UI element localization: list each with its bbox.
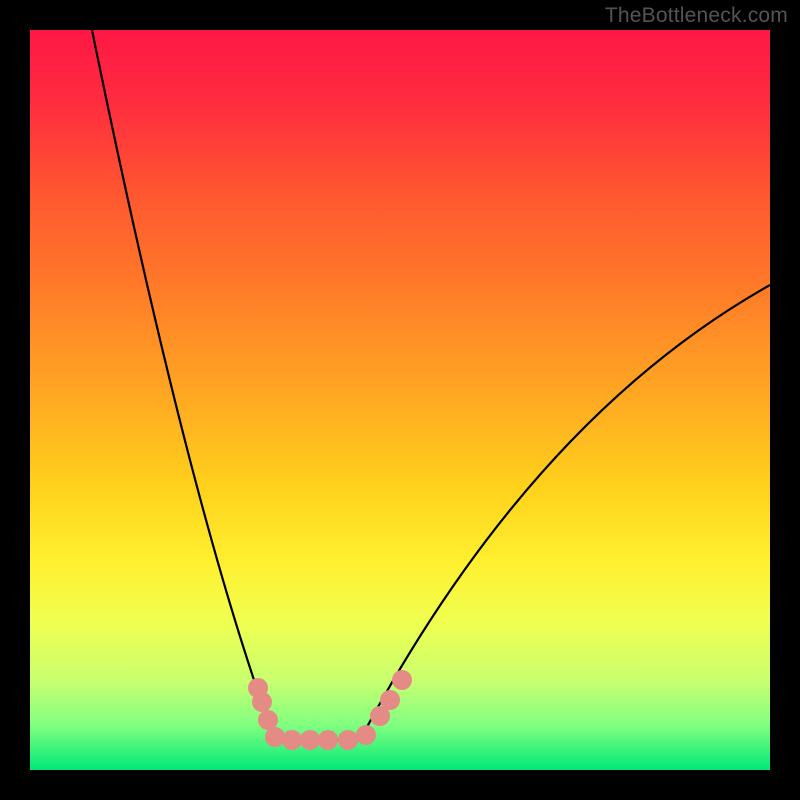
plot-background: [30, 30, 770, 770]
data-marker: [318, 730, 338, 750]
data-marker: [300, 730, 320, 750]
data-marker: [356, 725, 376, 745]
data-marker: [265, 727, 285, 747]
data-marker: [282, 730, 302, 750]
data-marker: [338, 730, 358, 750]
chart-container: TheBottleneck.com: [0, 0, 800, 800]
data-marker: [380, 690, 400, 710]
watermark-text: TheBottleneck.com: [605, 4, 788, 28]
chart-svg: [0, 0, 800, 800]
data-marker: [252, 692, 272, 712]
data-marker: [392, 670, 412, 690]
